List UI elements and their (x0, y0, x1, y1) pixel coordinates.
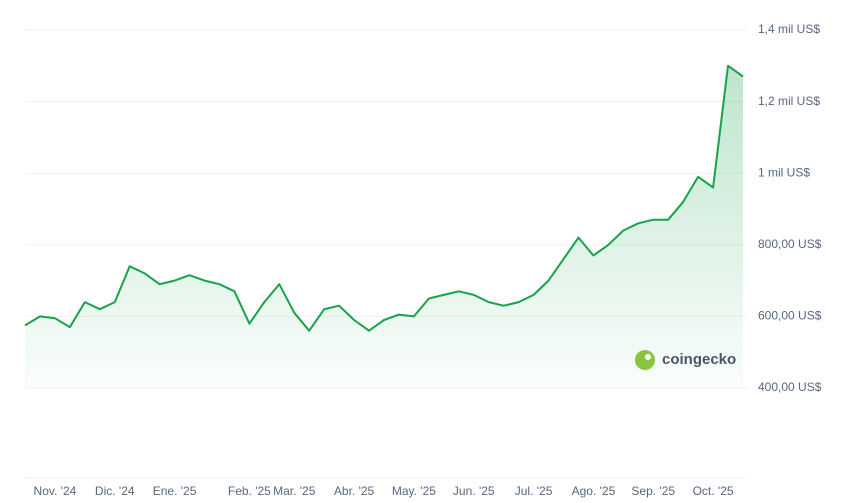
x-tick-label: Ene. '25 (153, 484, 197, 498)
y-tick-label: 1 mil US$ (758, 165, 810, 179)
watermark: coingecko (662, 351, 736, 368)
y-tick-label: 600,00 US$ (758, 309, 822, 323)
y-tick-label: 800,00 US$ (758, 237, 822, 251)
logo-eye (645, 354, 651, 360)
x-tick-label: Feb. '25 (228, 484, 271, 498)
x-tick-label: May. '25 (392, 484, 436, 498)
x-tick-label: Ago. '25 (572, 484, 616, 498)
x-tick-label: Abr. '25 (334, 484, 375, 498)
x-tick-label: Jul. '25 (515, 484, 553, 498)
x-tick-label: Nov. '24 (34, 484, 77, 498)
x-tick-label: Jun. '25 (453, 484, 495, 498)
area (25, 65, 743, 389)
x-tick-label: Oct. '25 (693, 484, 734, 498)
x-tick-label: Dic. '24 (95, 484, 135, 498)
x-tick-label: Mar. '25 (273, 484, 316, 498)
x-tick-label: Sep. '25 (631, 484, 675, 498)
y-tick-label: 1,4 mil US$ (758, 22, 820, 36)
y-tick-label: 1,2 mil US$ (758, 94, 820, 108)
price-line (24, 64, 744, 332)
y-tick-label: 400,00 US$ (758, 380, 822, 394)
